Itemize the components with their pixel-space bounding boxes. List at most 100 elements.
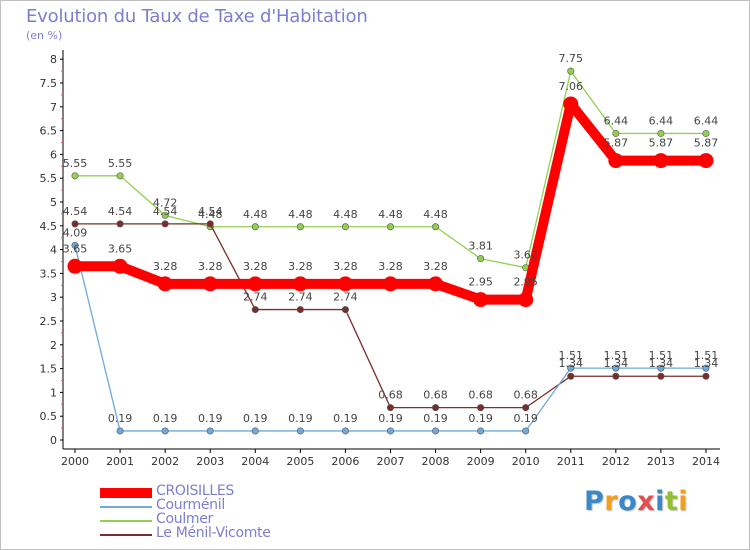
y-tick-label: 6 — [50, 148, 57, 161]
data-label: 0.19 — [333, 412, 358, 425]
data-point — [116, 427, 124, 435]
data-point — [386, 427, 394, 435]
data-label: 4.54 — [198, 205, 223, 218]
data-point — [473, 292, 489, 308]
data-label: 4.48 — [288, 208, 313, 221]
y-tick-label: 8 — [50, 53, 57, 66]
data-point — [71, 241, 79, 249]
data-point — [341, 223, 349, 231]
data-point — [382, 276, 398, 292]
data-label: 7.06 — [559, 80, 584, 93]
data-point — [657, 372, 665, 380]
x-tick-label: 2000 — [61, 455, 89, 468]
data-label: 3.28 — [378, 260, 403, 273]
data-point — [71, 220, 79, 228]
data-point — [612, 372, 620, 380]
data-label: 1.51 — [559, 349, 584, 362]
legend-label: Coulmer — [156, 511, 214, 527]
labels-le-m-nil-vicomte: 4.54 4.54 4.54 4.54 2.74 2.74 2.74 0.68 0.68 0.68… — [63, 205, 718, 402]
data-point — [477, 255, 485, 263]
data-label: 0.68 — [378, 389, 403, 402]
data-point — [428, 276, 444, 292]
data-point — [432, 427, 440, 435]
data-point — [157, 276, 173, 292]
data-label: 0.19 — [108, 412, 133, 425]
data-point — [567, 67, 575, 75]
y-tick-label: 4.5 — [40, 220, 58, 233]
data-point — [296, 427, 304, 435]
data-label: 3.65 — [63, 242, 88, 255]
data-label: 5.55 — [63, 157, 88, 170]
legend-label: CROISILLES — [156, 483, 234, 499]
data-label: 5.87 — [694, 137, 719, 150]
data-point — [116, 220, 124, 228]
y-tick-label: 5 — [50, 196, 57, 209]
data-label: 1.51 — [604, 349, 629, 362]
logo-letter: t — [664, 486, 679, 517]
data-label: 3.28 — [198, 260, 223, 273]
data-label: 4.54 — [63, 205, 88, 218]
data-point — [161, 211, 169, 219]
data-point — [702, 364, 710, 372]
x-tick-label: 2012 — [602, 455, 630, 468]
data-label: 4.48 — [333, 208, 358, 221]
data-point — [657, 129, 665, 137]
data-label: 3.28 — [333, 260, 358, 273]
data-point — [112, 258, 128, 274]
data-label: 5.87 — [649, 137, 674, 150]
data-label: 3.28 — [243, 260, 268, 273]
data-label: 0.68 — [468, 389, 493, 402]
data-label: 0.19 — [468, 412, 493, 425]
data-label: 1.34 — [604, 357, 629, 370]
logo-letter: P — [584, 486, 605, 517]
y-tick-label: 1.5 — [40, 363, 58, 376]
y-tick-label: 0.5 — [40, 410, 58, 423]
y-tick-label: 0 — [50, 434, 57, 447]
legend-swatch — [100, 520, 152, 522]
data-point — [202, 276, 218, 292]
data-label: 3.28 — [423, 260, 448, 273]
data-labels-layer: 3.65 3.65 3.28 3.28 3.28 3.28 3.28 3.28 3.28 2.95… — [63, 52, 718, 425]
legend-label: Le Ménil-Vicomte — [156, 525, 271, 541]
data-label: 0.68 — [423, 389, 448, 402]
data-point — [161, 427, 169, 435]
x-tick-label: 2011 — [557, 455, 585, 468]
data-point — [612, 129, 620, 137]
data-label: 6.44 — [604, 114, 629, 127]
y-tick-label: 3.5 — [40, 267, 58, 280]
data-point — [702, 129, 710, 137]
logo-letter: i — [678, 486, 689, 517]
data-point — [337, 276, 353, 292]
x-tick-label: 2008 — [422, 455, 450, 468]
series-coulmer — [71, 67, 710, 272]
data-point — [251, 223, 259, 231]
chart-axes: 0 0.5 1 1.5 2 2.5 3 3.5 4 4.5 5 5.5 6 6.5 7 7.5 8 2000 200… — [40, 50, 720, 468]
data-point — [71, 172, 79, 180]
data-label: 4.54 — [153, 205, 178, 218]
data-point — [608, 153, 624, 169]
logo-letter: r — [604, 486, 619, 517]
data-label: 3.28 — [288, 260, 313, 273]
data-label: 0.68 — [513, 389, 538, 402]
data-point — [522, 404, 530, 412]
data-label: 4.48 — [423, 208, 448, 221]
data-point — [251, 306, 259, 314]
data-point — [251, 427, 259, 435]
data-label: 2.74 — [243, 291, 268, 304]
series-line — [74, 244, 707, 432]
y-tick-label: 2.5 — [40, 315, 58, 328]
data-point — [612, 364, 620, 372]
data-point — [247, 276, 263, 292]
data-point — [567, 364, 575, 372]
x-tick-label: 2013 — [647, 455, 675, 468]
data-label: 2.95 — [513, 276, 538, 289]
x-tick-label: 2007 — [376, 455, 404, 468]
data-point — [386, 404, 394, 412]
x-tick-label: 2001 — [106, 455, 134, 468]
data-point — [292, 276, 308, 292]
x-tick-label: 2005 — [286, 455, 314, 468]
data-label: 0.19 — [198, 412, 223, 425]
y-tick-label: 7 — [50, 101, 57, 114]
data-label: 4.72 — [153, 196, 178, 209]
